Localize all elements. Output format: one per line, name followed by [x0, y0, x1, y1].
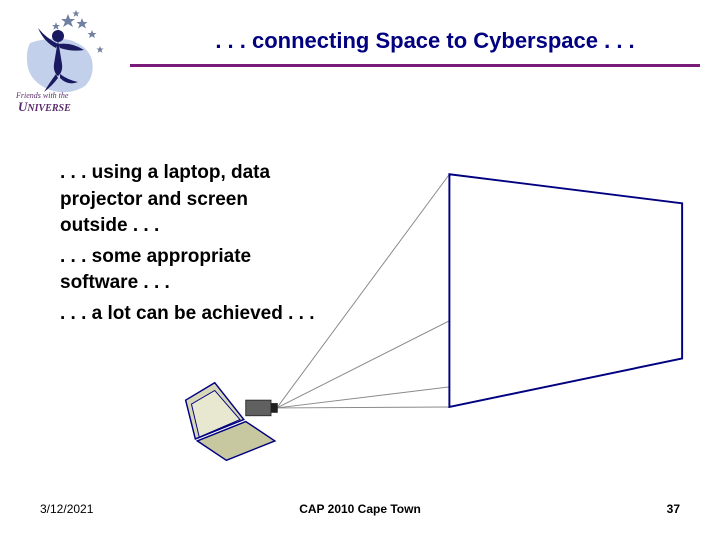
slide-footer: 3/12/2021 CAP 2010 Cape Town 37: [0, 502, 720, 522]
footer-page-number: 37: [667, 502, 680, 516]
projection-screen: [449, 174, 682, 407]
body-line-1: . . . using a laptop, data projector and…: [60, 160, 320, 240]
header-rule: [130, 64, 700, 67]
laptop-icon: [186, 383, 275, 461]
body-text: . . . using a laptop, data projector and…: [60, 160, 320, 332]
slide-title: . . . connecting Space to Cyberspace . .…: [150, 28, 700, 54]
svg-text:UNIVERSE: UNIVERSE: [18, 99, 71, 114]
body-line-3: . . . a lot can be achieved . . .: [60, 301, 320, 328]
projection-beams: [277, 174, 682, 408]
projector-icon: [246, 400, 278, 416]
body-line-2: . . . some appropriate software . . .: [60, 244, 320, 297]
footer-center: CAP 2010 Cape Town: [0, 502, 720, 516]
logo: Friends with the UNIVERSE: [10, 8, 120, 118]
